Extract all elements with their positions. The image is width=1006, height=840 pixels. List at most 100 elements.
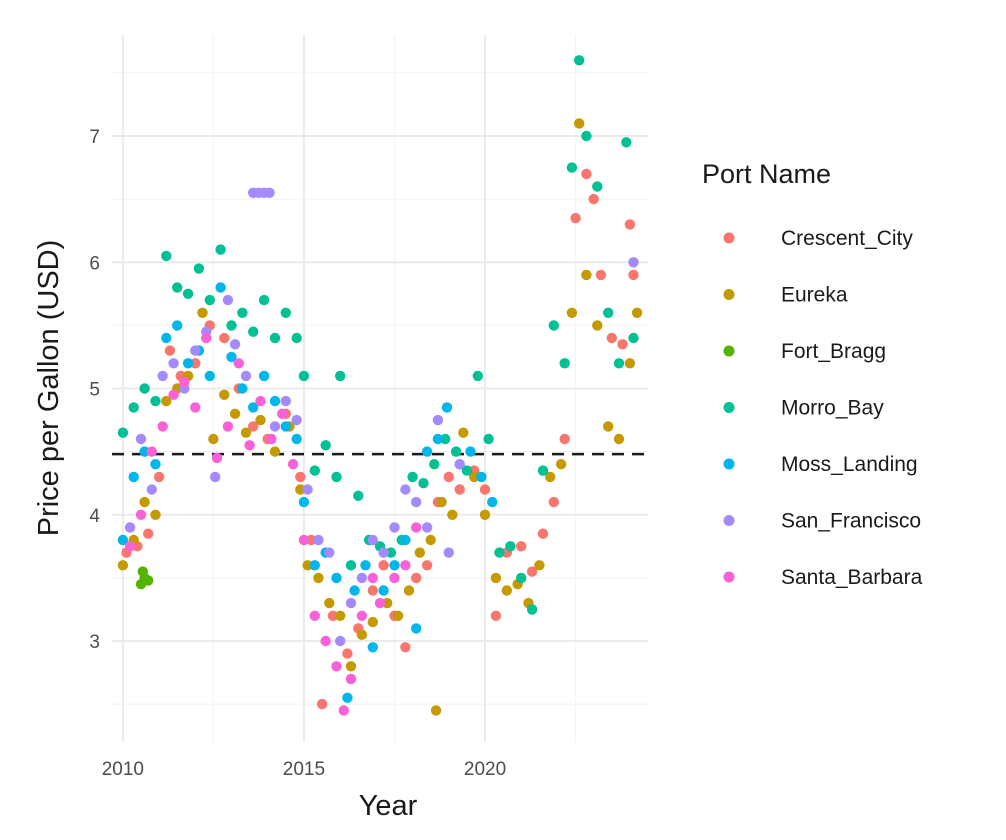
data-point bbox=[526, 566, 538, 577]
data-points bbox=[117, 55, 643, 716]
data-point bbox=[603, 421, 614, 432]
data-point bbox=[309, 610, 320, 621]
data-point bbox=[222, 421, 234, 432]
data-point bbox=[291, 433, 302, 445]
data-point bbox=[331, 661, 342, 672]
data-point bbox=[501, 585, 512, 596]
data-point bbox=[581, 269, 592, 281]
legend-label: San_Francisco bbox=[781, 510, 921, 533]
data-point bbox=[215, 282, 226, 293]
data-point bbox=[255, 414, 266, 426]
data-point bbox=[450, 446, 462, 457]
data-point bbox=[190, 358, 201, 369]
data-point bbox=[135, 433, 147, 445]
data-point bbox=[237, 307, 248, 318]
y-tick-label: 5 bbox=[89, 380, 100, 401]
legend-item: Moss_Landing bbox=[723, 453, 918, 476]
data-point bbox=[476, 471, 487, 483]
data-point bbox=[157, 421, 168, 432]
y-tick-label: 7 bbox=[89, 127, 100, 148]
data-point bbox=[179, 377, 190, 388]
data-point bbox=[327, 610, 339, 621]
data-point bbox=[193, 263, 205, 274]
legend-item: Crescent_City bbox=[723, 227, 913, 250]
legend-label: Moss_Landing bbox=[781, 453, 918, 476]
legend-label: Eureka bbox=[781, 284, 848, 307]
data-point bbox=[269, 446, 281, 457]
legend-item: Eureka bbox=[723, 284, 848, 307]
data-point bbox=[356, 629, 368, 640]
data-point bbox=[150, 459, 161, 470]
data-point bbox=[338, 705, 349, 716]
data-point bbox=[219, 332, 230, 344]
data-point bbox=[143, 528, 154, 539]
data-point bbox=[229, 408, 241, 419]
y-tick-label: 6 bbox=[89, 253, 100, 274]
legend-item: San_Francisco bbox=[723, 510, 921, 533]
data-point bbox=[628, 257, 639, 268]
data-point bbox=[291, 332, 302, 344]
data-point bbox=[287, 459, 299, 470]
data-point bbox=[124, 522, 136, 533]
data-point bbox=[342, 692, 353, 703]
data-point bbox=[128, 402, 139, 413]
data-point bbox=[483, 433, 494, 445]
data-point bbox=[237, 383, 248, 394]
data-point bbox=[264, 187, 275, 198]
x-tick-label: 2020 bbox=[464, 759, 506, 780]
legend-label: Crescent_City bbox=[781, 227, 913, 250]
legend-key bbox=[723, 515, 735, 526]
axis-ticks: 2010 2015 2020 3 4 5 6 7 bbox=[89, 127, 506, 780]
data-point bbox=[389, 572, 400, 584]
data-point bbox=[135, 509, 147, 520]
legend-key bbox=[723, 458, 735, 470]
data-point bbox=[309, 560, 320, 571]
data-point bbox=[258, 294, 270, 306]
data-point bbox=[182, 358, 194, 369]
data-point bbox=[606, 332, 617, 344]
legend-label: Morro_Bay bbox=[781, 397, 884, 420]
data-point bbox=[197, 307, 208, 318]
data-point bbox=[139, 496, 150, 508]
data-point bbox=[461, 465, 473, 476]
data-point bbox=[153, 471, 165, 483]
legend-item: Santa_Barbara bbox=[723, 566, 923, 589]
data-point bbox=[353, 490, 364, 501]
data-point bbox=[555, 459, 567, 470]
data-point bbox=[621, 137, 632, 148]
data-point bbox=[490, 572, 502, 584]
data-point bbox=[117, 534, 129, 546]
series-crescent-city bbox=[121, 168, 639, 710]
data-point bbox=[204, 370, 215, 382]
data-point bbox=[389, 560, 400, 571]
data-point bbox=[447, 509, 458, 520]
series-eureka bbox=[117, 118, 643, 716]
data-point bbox=[559, 358, 570, 369]
data-point bbox=[226, 351, 237, 363]
data-point bbox=[324, 597, 335, 609]
data-point bbox=[295, 471, 306, 483]
data-point bbox=[429, 459, 440, 470]
data-point bbox=[378, 547, 389, 558]
data-point bbox=[124, 541, 136, 552]
legend-item: Morro_Bay bbox=[723, 397, 884, 420]
data-point bbox=[150, 395, 161, 407]
data-point bbox=[211, 452, 223, 464]
data-point bbox=[526, 604, 538, 615]
data-point bbox=[595, 269, 607, 281]
data-point bbox=[490, 610, 502, 621]
data-point bbox=[345, 560, 357, 571]
legend-key bbox=[723, 345, 735, 357]
data-point bbox=[411, 623, 422, 634]
data-point bbox=[335, 610, 346, 621]
data-point bbox=[360, 560, 371, 571]
legend-label: Fort_Bragg bbox=[781, 340, 886, 363]
data-point bbox=[537, 528, 549, 539]
data-point bbox=[516, 572, 527, 584]
data-point bbox=[164, 345, 176, 356]
data-point bbox=[190, 402, 201, 413]
data-point bbox=[628, 332, 639, 344]
data-point bbox=[537, 465, 549, 476]
data-point bbox=[392, 610, 404, 621]
data-point bbox=[545, 471, 556, 483]
